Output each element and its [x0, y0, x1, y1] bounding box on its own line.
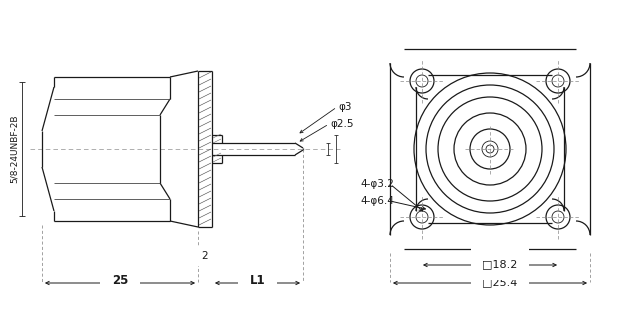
Text: L1: L1 [250, 274, 265, 287]
Text: 5/8-24UNBF-2B: 5/8-24UNBF-2B [9, 115, 18, 183]
Text: φ2.5: φ2.5 [330, 119, 353, 129]
Text: 2: 2 [202, 251, 209, 261]
Text: φ3: φ3 [338, 102, 351, 112]
Text: 25: 25 [112, 274, 128, 287]
Text: 4-φ3.2: 4-φ3.2 [360, 179, 394, 189]
Text: □25.4: □25.4 [482, 277, 518, 287]
Text: □18.2: □18.2 [482, 259, 518, 269]
Text: 4-φ6.4: 4-φ6.4 [360, 196, 394, 206]
